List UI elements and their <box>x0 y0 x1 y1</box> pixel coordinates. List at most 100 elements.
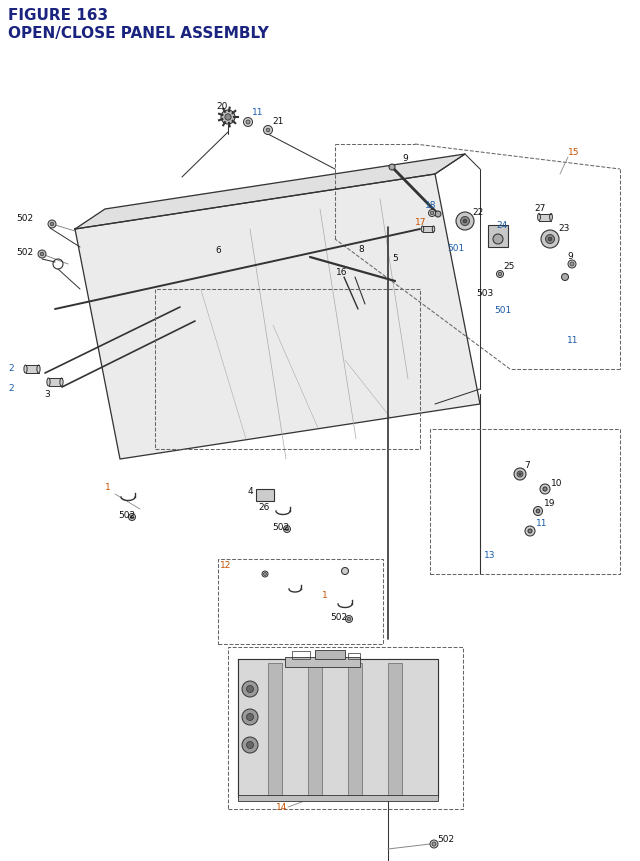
Circle shape <box>536 510 540 513</box>
Text: 3: 3 <box>44 389 50 398</box>
Circle shape <box>246 714 253 721</box>
Bar <box>285 657 360 667</box>
Text: 12: 12 <box>220 560 232 569</box>
Circle shape <box>493 235 503 245</box>
Bar <box>238 795 438 801</box>
Text: 18: 18 <box>425 201 436 209</box>
Circle shape <box>38 251 46 258</box>
Circle shape <box>519 474 521 475</box>
Circle shape <box>262 572 268 578</box>
Ellipse shape <box>60 379 63 387</box>
Circle shape <box>499 273 502 276</box>
Circle shape <box>525 526 535 536</box>
Circle shape <box>131 516 134 519</box>
Circle shape <box>264 573 266 576</box>
Circle shape <box>389 164 395 170</box>
Circle shape <box>463 220 467 224</box>
Text: 1: 1 <box>105 483 111 492</box>
Text: OPEN/CLOSE PANEL ASSEMBLY: OPEN/CLOSE PANEL ASSEMBLY <box>8 26 269 41</box>
Circle shape <box>285 528 289 531</box>
Circle shape <box>456 213 474 231</box>
Text: 16: 16 <box>336 267 348 276</box>
Text: 9: 9 <box>567 251 573 260</box>
Text: 25: 25 <box>503 261 515 270</box>
Ellipse shape <box>432 226 435 232</box>
Circle shape <box>548 238 552 242</box>
Polygon shape <box>238 660 438 797</box>
Circle shape <box>242 681 258 697</box>
Circle shape <box>435 212 441 218</box>
Bar <box>155 289 420 449</box>
Polygon shape <box>75 155 465 230</box>
Text: 11: 11 <box>567 335 579 344</box>
Bar <box>256 489 274 501</box>
Text: 26: 26 <box>258 503 269 512</box>
Text: 20: 20 <box>216 102 227 110</box>
Circle shape <box>40 253 44 257</box>
Bar <box>422 226 433 232</box>
Text: 502: 502 <box>330 613 347 622</box>
Text: 502: 502 <box>437 834 454 844</box>
Circle shape <box>242 737 258 753</box>
Ellipse shape <box>538 214 540 221</box>
Bar <box>292 651 310 660</box>
Circle shape <box>264 127 273 135</box>
Circle shape <box>342 568 349 575</box>
Ellipse shape <box>550 214 552 221</box>
Circle shape <box>570 263 574 267</box>
Circle shape <box>545 235 554 245</box>
Text: 502: 502 <box>16 214 33 222</box>
Text: 15: 15 <box>568 147 579 157</box>
Text: 6: 6 <box>215 245 221 254</box>
Circle shape <box>266 129 270 133</box>
Circle shape <box>221 111 235 125</box>
Bar <box>348 653 360 660</box>
Circle shape <box>348 617 351 621</box>
Bar <box>26 366 38 374</box>
Bar <box>308 663 322 795</box>
Bar <box>430 430 620 574</box>
Text: 8: 8 <box>358 245 364 253</box>
Circle shape <box>246 741 253 748</box>
Circle shape <box>432 842 436 846</box>
Text: 11: 11 <box>536 518 547 527</box>
Text: 501: 501 <box>494 305 511 314</box>
Text: 21: 21 <box>272 116 284 126</box>
Text: 502: 502 <box>118 511 135 520</box>
Text: 22: 22 <box>472 208 483 216</box>
Circle shape <box>568 261 576 269</box>
Bar <box>268 663 282 795</box>
Circle shape <box>514 468 526 480</box>
Circle shape <box>461 217 470 226</box>
Bar <box>388 663 402 795</box>
Text: 27: 27 <box>534 203 545 213</box>
Circle shape <box>540 485 550 494</box>
Circle shape <box>129 514 136 521</box>
Circle shape <box>561 274 568 282</box>
Text: 24: 24 <box>496 220 508 229</box>
Text: 17: 17 <box>415 217 426 226</box>
Text: 10: 10 <box>551 478 563 487</box>
Bar <box>539 214 551 221</box>
Text: FIGURE 163: FIGURE 163 <box>8 8 108 23</box>
Text: 13: 13 <box>484 550 495 559</box>
Circle shape <box>346 616 353 623</box>
Text: 9: 9 <box>402 153 408 163</box>
Bar <box>228 647 463 809</box>
Polygon shape <box>75 175 480 460</box>
Circle shape <box>534 507 543 516</box>
Text: 2: 2 <box>8 363 13 372</box>
Circle shape <box>243 118 253 127</box>
Text: 11: 11 <box>252 108 264 116</box>
Circle shape <box>430 212 434 215</box>
Circle shape <box>497 271 504 278</box>
Ellipse shape <box>24 366 27 374</box>
Text: 1: 1 <box>322 590 328 598</box>
Circle shape <box>517 472 523 478</box>
Text: 502: 502 <box>16 247 33 257</box>
Bar <box>315 650 345 660</box>
Circle shape <box>528 530 532 533</box>
Text: 502: 502 <box>272 522 289 531</box>
Circle shape <box>246 121 250 125</box>
Circle shape <box>284 526 291 533</box>
